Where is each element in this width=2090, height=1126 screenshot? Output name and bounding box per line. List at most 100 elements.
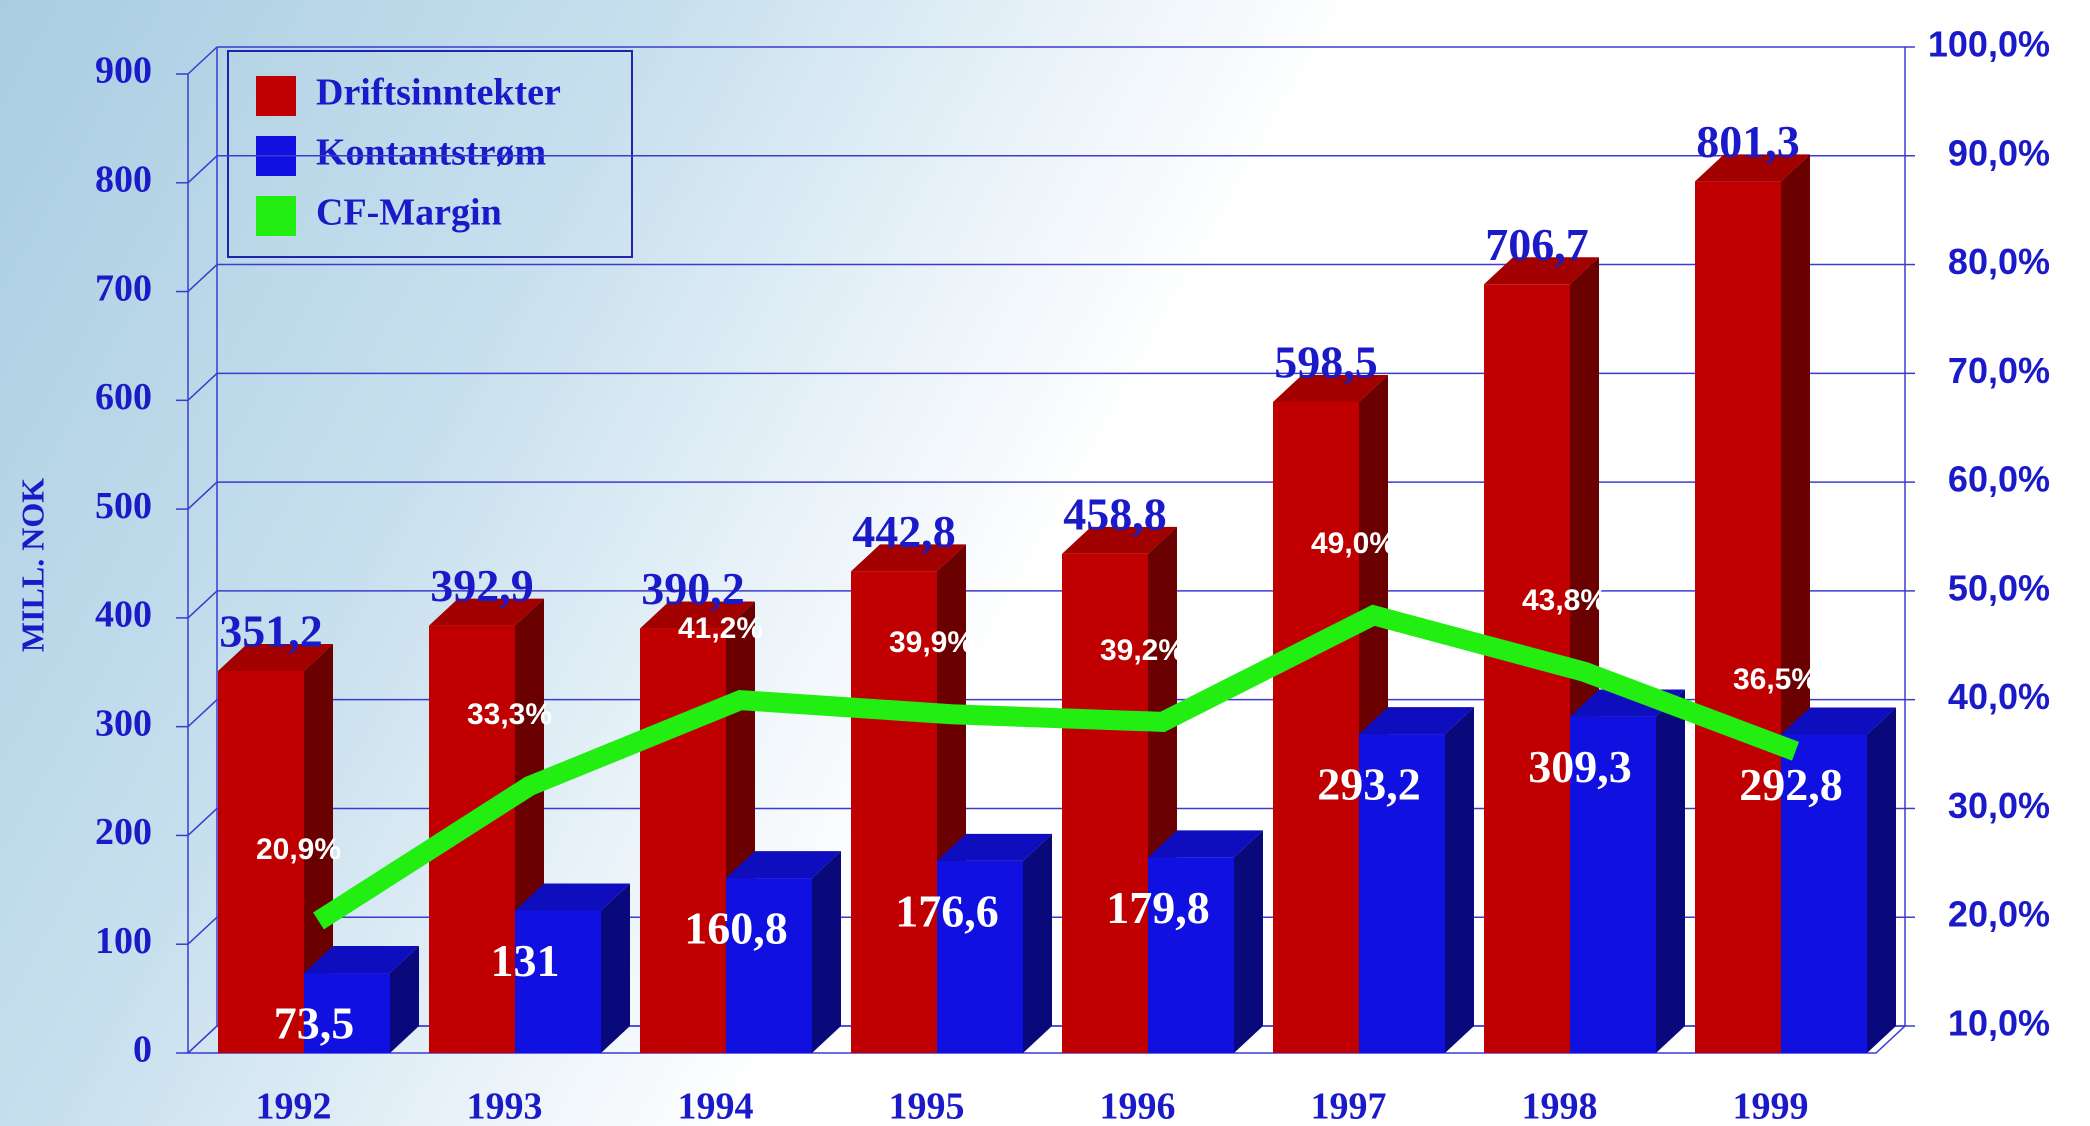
bar-side [1867,707,1896,1053]
bar [1781,734,1867,1053]
value-label: 293,2 [1317,759,1421,810]
value-label: 392,9 [430,560,534,611]
bar [726,878,812,1053]
grid-line [187,699,218,728]
y-tick-label: 600 [95,376,152,418]
bar-top [640,601,755,629]
bar-side [1656,689,1685,1053]
bar [1273,401,1359,1054]
y2-tick-label: 80,0% [1948,241,2050,282]
bar-top [515,883,630,911]
line [313,604,1800,930]
value-label: 390,2 [641,563,745,614]
bar [1148,857,1234,1053]
bar-top [1359,707,1474,735]
value-label: 41,2% [678,612,763,645]
legend-box [227,50,633,258]
y2-tick-label: 40,0% [1948,676,2050,717]
grid-line [187,372,218,401]
value-label: 39,9% [889,626,974,659]
y2-tick-label: 50,0% [1948,567,2050,608]
x-tick-label: 1995 [889,1086,965,1126]
y2-tick-label: 90,0% [1948,132,2050,173]
grid-line [187,481,218,510]
bar-side [390,946,419,1053]
y2-tick-label: 60,0% [1948,459,2050,500]
value-label: 179,8 [1106,882,1210,933]
bar-top [1062,526,1177,554]
x-tick-label: 1999 [1733,1086,1809,1126]
bar-top [304,946,419,974]
x-tick-label: 1992 [256,1086,332,1126]
value-label: 801,3 [1696,116,1800,167]
legend-label: CF-Margin [316,192,502,234]
bar-top [429,598,544,626]
y-tick-label: 0 [133,1029,152,1071]
grid-line [187,264,218,293]
value-label: 39,2% [1100,634,1185,667]
grid-line [187,590,218,619]
value-label: 309,3 [1528,741,1632,792]
grid-line [187,46,218,75]
bar-side [1445,707,1474,1053]
y2-tick-label: 30,0% [1948,785,2050,826]
value-label: 49,0% [1311,527,1396,560]
value-label: 292,8 [1739,759,1843,810]
y-tick-label: 900 [95,50,152,92]
y-tick-label: 300 [95,702,152,744]
bar-top [937,833,1052,861]
bar [937,860,1023,1053]
bar [1062,553,1148,1053]
bar-top [1273,374,1388,402]
bar-side [812,851,841,1053]
value-label: 73,5 [274,998,355,1049]
bar [218,670,304,1053]
bar-top [1484,257,1599,285]
x-tick-label: 1994 [678,1086,754,1126]
value-label: 458,8 [1063,488,1167,539]
value-label: 131 [491,935,560,986]
bar-top [1781,707,1896,735]
y-axis-title: MILL. NOK [14,478,50,652]
legend-swatch [256,76,296,116]
value-label: 36,5% [1733,663,1818,696]
value-label: 351,2 [219,606,323,657]
value-label: 176,6 [895,885,999,936]
legend: Driftsinntekter Kontantstrøm CF-Margin [227,50,633,258]
bar-top [1695,154,1810,182]
bar-top [851,544,966,572]
y-tick-label: 200 [95,811,152,853]
bar-top [218,643,333,671]
bar-side [1023,833,1052,1053]
value-label: 706,7 [1485,219,1589,270]
y2-tick-label: 70,0% [1948,350,2050,391]
bar-top [1148,830,1263,858]
y-tick-label: 700 [95,267,152,309]
value-label: 442,8 [852,506,956,557]
bar [851,571,937,1053]
value-label: 43,8% [1522,584,1607,617]
bar [1695,181,1781,1054]
bar [304,973,390,1053]
bar [1359,734,1445,1053]
x-tick-label: 1997 [1311,1086,1387,1126]
x-tick-label: 1996 [1100,1086,1176,1126]
bar [640,628,726,1053]
grid-line [187,916,218,945]
value-label: 20,9% [256,833,341,866]
bar-side [1234,830,1263,1053]
y2-tick-label: 20,0% [1948,894,2050,935]
grid-line [187,155,218,184]
y2-tick-label: 10,0% [1948,1003,2050,1044]
legend-label: Driftsinntekter [316,72,561,114]
x-tick-label: 1993 [467,1086,543,1126]
bar [1570,716,1656,1053]
value-label: 33,3% [467,698,552,731]
legend-label: Kontantstrøm [316,132,546,174]
bar-side [601,883,630,1053]
y2-tick-label: 100,0% [1928,24,2050,65]
grid-line [187,807,218,836]
y-tick-label: 100 [95,920,152,962]
